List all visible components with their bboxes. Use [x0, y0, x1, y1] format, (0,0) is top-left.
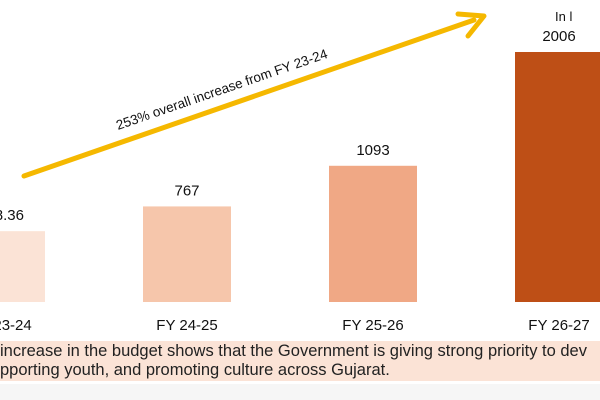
- footer-strip: [0, 384, 600, 400]
- x-tick-label: FY 23-24: [0, 317, 32, 334]
- data-label: 767: [174, 182, 199, 199]
- data-label: 2006: [542, 28, 575, 45]
- unit-label: In l: [555, 9, 572, 24]
- bar-fy-25-26: [329, 165, 417, 302]
- note-line-1: increase in the budget shows that the Go…: [0, 342, 587, 360]
- trend-annotation: 253% overall increase from FY 23-24: [114, 46, 330, 133]
- trend-arrow-shaft: [21, 17, 477, 179]
- data-label: 568.36: [0, 207, 24, 224]
- data-label: 1093: [356, 142, 389, 159]
- bar-chart: 568.36 FY 23-24 767 FY 24-25 1093 FY 25-26 200…: [0, 9, 600, 334]
- bar-fy-24-25: [143, 206, 231, 302]
- trend-arrow-head: [455, 11, 487, 39]
- bar-fy-23-24: [0, 231, 45, 302]
- bar-fy-26-27: [515, 52, 600, 302]
- summary-note: increase in the budget shows that the Go…: [0, 341, 600, 381]
- x-tick-label: FY 26-27: [528, 317, 589, 334]
- x-tick-label: FY 25-26: [342, 317, 403, 334]
- x-tick-label: FY 24-25: [156, 317, 217, 334]
- note-line-2: pporting youth, and promoting culture ac…: [0, 361, 390, 379]
